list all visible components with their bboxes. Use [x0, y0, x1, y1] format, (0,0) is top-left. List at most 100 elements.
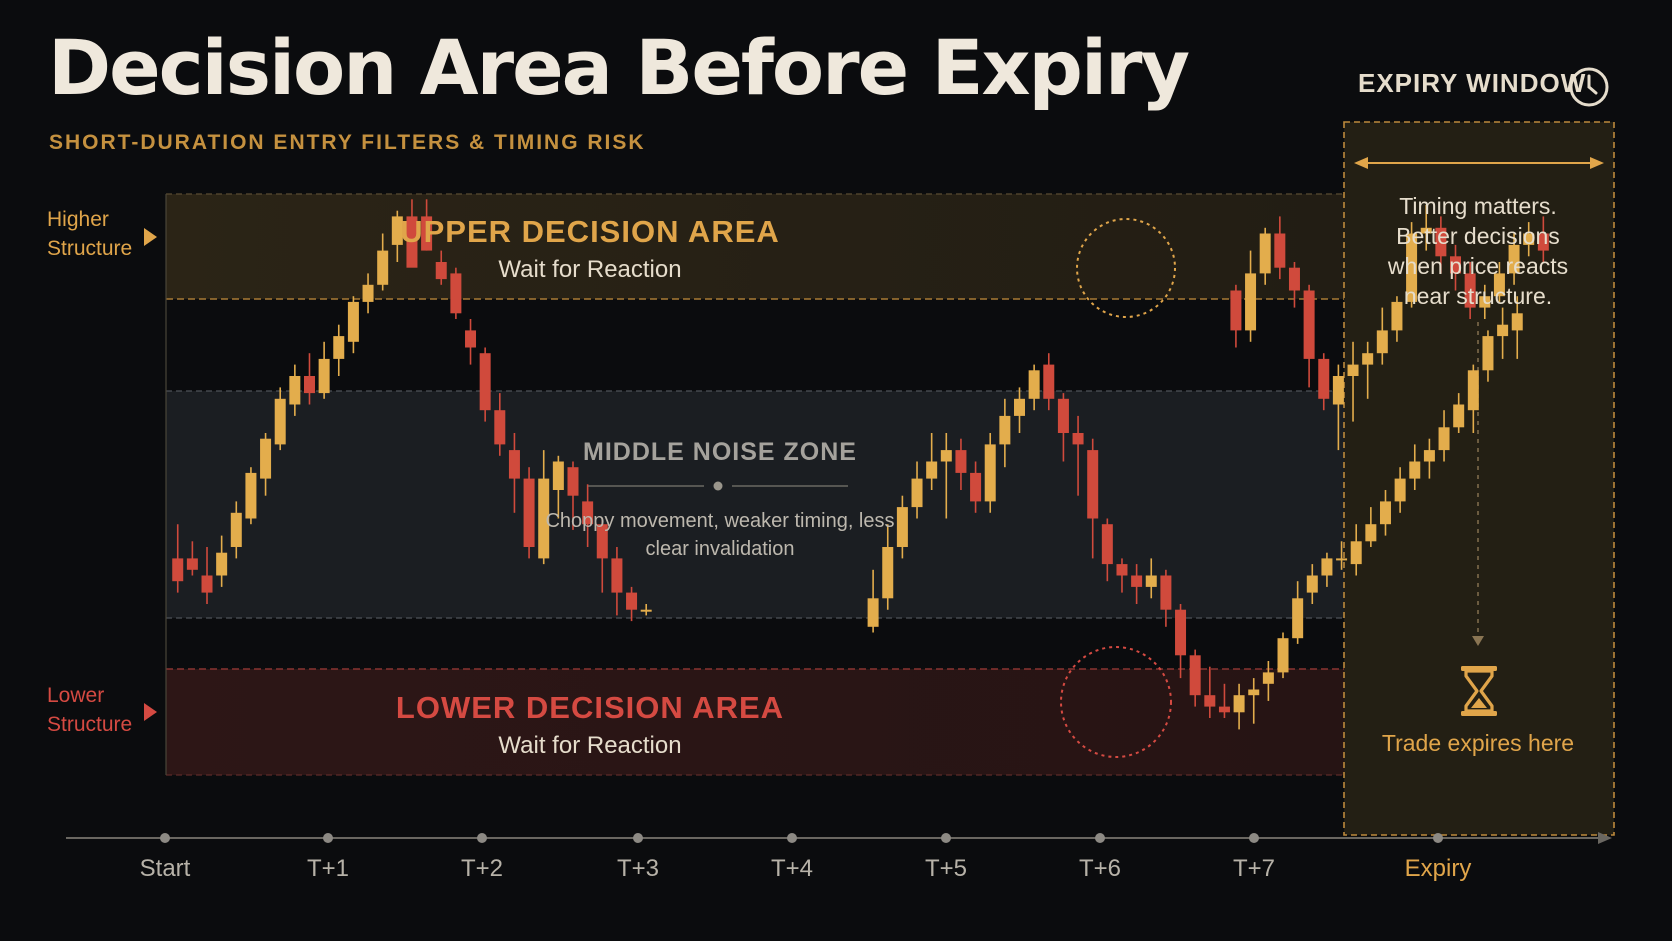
candle-body — [567, 467, 579, 496]
upper-zone-subtitle: Wait for Reaction — [498, 256, 682, 283]
candle-body — [1420, 227, 1432, 234]
candle-body — [1292, 598, 1304, 639]
candle-body — [1145, 575, 1157, 587]
candle-body — [1479, 296, 1491, 308]
candle — [1336, 541, 1348, 570]
axis-tick-label: T+3 — [616, 855, 660, 882]
candle-body — [611, 558, 623, 593]
candle — [450, 267, 462, 319]
axis-tick-dot — [323, 833, 333, 843]
candle — [882, 524, 894, 610]
candle-body — [435, 262, 447, 280]
candle — [1318, 353, 1330, 411]
candle-body — [1072, 433, 1084, 445]
candle-body — [1423, 450, 1435, 462]
candle — [896, 495, 908, 559]
lower-decision-zone — [166, 669, 1344, 775]
candle-body — [552, 461, 564, 490]
candle-body — [1262, 672, 1274, 684]
candle — [1482, 330, 1494, 382]
candle-body — [1347, 364, 1359, 376]
candle-body — [1508, 244, 1520, 274]
candle — [1259, 227, 1271, 285]
candle — [1087, 438, 1099, 559]
candle — [1450, 244, 1462, 291]
candle — [1204, 666, 1216, 718]
candle — [1306, 564, 1318, 604]
axis-tick-label: T+1 — [306, 855, 350, 882]
candle — [970, 461, 982, 513]
candle-body — [1450, 256, 1462, 274]
candle-body — [172, 558, 184, 582]
candle-body — [955, 450, 967, 473]
axis-tick-dot — [633, 833, 643, 843]
candle — [333, 324, 345, 376]
candle — [1043, 353, 1055, 411]
candle — [1420, 205, 1432, 251]
candle-body — [882, 547, 894, 599]
page-subtitle: SHORT-DURATION ENTRY FILTERS & TIMING RI… — [49, 131, 646, 154]
lower-zone-title: LOWER DECISION AREA — [395, 690, 785, 725]
candle — [999, 398, 1011, 468]
candle — [1160, 569, 1172, 627]
hourglass-icon — [1461, 666, 1497, 716]
candle-body — [1379, 501, 1391, 525]
candle-body — [640, 609, 652, 612]
candle — [1347, 341, 1359, 422]
lower-structure-arrow-icon — [144, 703, 157, 721]
candle — [1292, 581, 1304, 644]
candle — [1262, 661, 1274, 701]
candle — [611, 547, 623, 616]
candle-body — [333, 336, 345, 359]
expiry-window-heading: EXPIRY WINDOW — [1358, 68, 1587, 98]
candle-body — [926, 461, 938, 479]
candle — [1423, 438, 1435, 479]
candle — [1435, 216, 1447, 274]
axis-tick-dot — [160, 833, 170, 843]
candle-body — [1248, 689, 1260, 696]
candle — [1131, 564, 1143, 604]
candle — [538, 450, 550, 565]
candle-body — [318, 358, 330, 394]
axis-tick-dot — [477, 833, 487, 843]
candle-body — [1453, 404, 1465, 428]
candle-body — [1376, 330, 1388, 354]
candle-body — [274, 398, 286, 445]
candle — [1116, 558, 1128, 593]
candle — [626, 586, 638, 622]
candle — [1057, 393, 1069, 462]
candle-body — [465, 330, 477, 348]
candle-body — [1277, 638, 1289, 673]
candle — [911, 461, 923, 519]
axis-tick-label: T+6 — [1078, 855, 1122, 882]
candle-body — [1482, 336, 1494, 371]
candle — [1394, 467, 1406, 513]
candle — [391, 210, 403, 262]
candle — [303, 353, 315, 405]
candle-body — [421, 216, 433, 251]
candle — [1245, 250, 1257, 342]
candle-body — [1467, 370, 1479, 411]
candle-body — [970, 472, 982, 502]
candle — [1464, 262, 1476, 319]
candle — [289, 364, 301, 416]
candle-body — [1332, 376, 1344, 405]
axis-tick-label: Expiry — [1404, 855, 1472, 882]
candle — [1365, 507, 1377, 547]
candle-body — [1160, 575, 1172, 610]
candle-body — [201, 575, 213, 593]
candle — [567, 461, 579, 530]
candle-body — [1288, 267, 1300, 291]
candle-body — [406, 216, 418, 268]
candle-body — [867, 598, 879, 627]
candle-body — [230, 512, 242, 547]
candle — [172, 524, 184, 593]
axis-tick-label: T+2 — [460, 855, 504, 882]
candle — [1376, 307, 1388, 365]
candle — [1321, 552, 1333, 587]
candle — [1511, 296, 1523, 359]
candle — [1406, 222, 1418, 308]
candle — [1350, 524, 1362, 576]
candle-body — [1057, 398, 1069, 433]
